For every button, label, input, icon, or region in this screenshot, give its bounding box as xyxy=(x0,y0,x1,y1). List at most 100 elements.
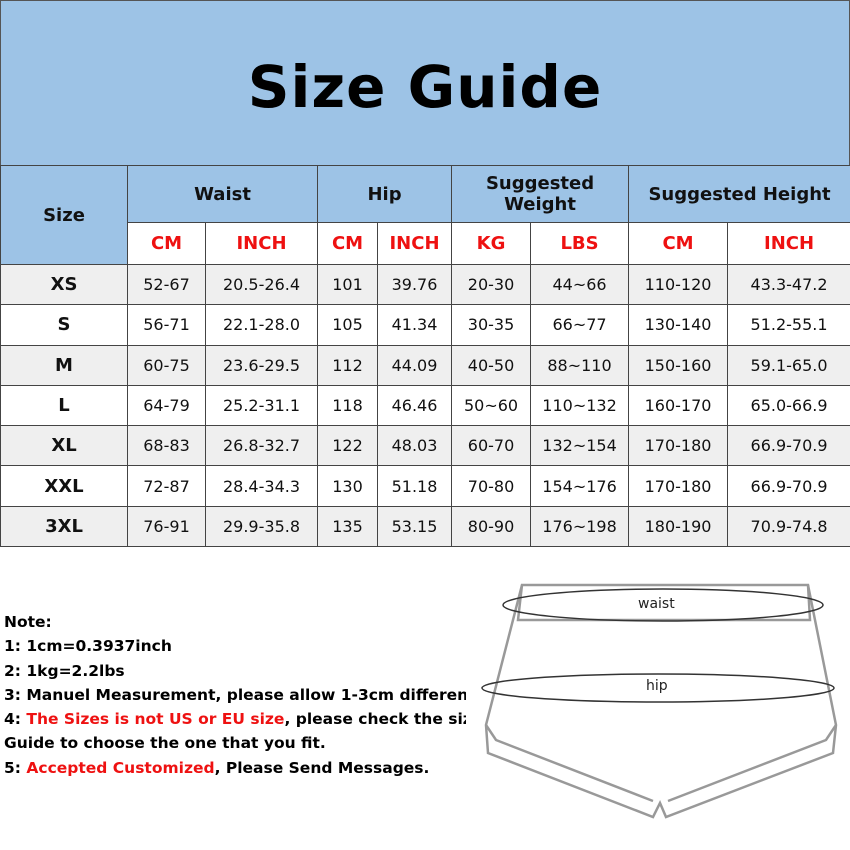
note-5-prefix: 5: xyxy=(4,758,27,777)
value-cell: 41.34 xyxy=(377,304,453,346)
size-cell: XL xyxy=(0,425,128,467)
value-cell: 170-180 xyxy=(628,425,729,467)
size-cell: XS xyxy=(0,263,128,306)
group-header: Hip xyxy=(317,165,453,223)
value-cell: 65.0-66.9 xyxy=(727,384,850,427)
value-cell: 72-87 xyxy=(127,465,206,507)
table-row: XS 52-67 20.5-26.4 101 39.76 20-30 44~66 110-12… xyxy=(0,263,850,306)
size-header: Size xyxy=(0,165,128,265)
value-cell: 60-70 xyxy=(451,425,532,467)
value-cell: 44.09 xyxy=(377,344,453,386)
unit-header: KG xyxy=(451,222,532,265)
unit-header: CM xyxy=(628,222,729,265)
value-cell: 29.9-35.8 xyxy=(204,505,319,548)
note-2: 2: 1kg=2.2lbs xyxy=(4,661,125,680)
value-cell: 122 xyxy=(317,425,379,467)
value-cell: 112 xyxy=(317,344,379,386)
value-cell: 39.76 xyxy=(377,263,453,306)
note-4-highlight: The Sizes is not US or EU size xyxy=(26,710,285,729)
value-cell: 46.46 xyxy=(377,384,453,427)
table-row: S 56-71 22.1-28.0 105 41.34 30-35 66~77 130-140… xyxy=(0,304,850,346)
note-5-highlight: Accepted Customized xyxy=(26,758,215,777)
value-cell: 64-79 xyxy=(127,384,206,427)
value-cell: 160-170 xyxy=(628,384,729,427)
note-5: 5: Accepted Customized, Please Send Mess… xyxy=(4,756,466,780)
note-4: 4: The Sizes is not US or EU size, pleas… xyxy=(4,707,466,731)
waist-measure-line xyxy=(502,588,824,622)
size-cell: 3XL xyxy=(0,505,128,548)
group-header: Suggested Weight xyxy=(451,165,630,223)
table-row: XXL 72-87 28.4-34.3 130 51.18 70-80 154~176 170… xyxy=(0,465,850,507)
value-cell: 110~132 xyxy=(530,384,630,427)
table-row: XL 68-83 26.8-32.7 122 48.03 60-70 132~154 170-… xyxy=(0,425,850,467)
value-cell: 20.5-26.4 xyxy=(204,263,319,306)
waist-label: waist xyxy=(638,596,675,612)
note-4-continued: Guide to choose the one that you fit. xyxy=(4,734,326,753)
shorts-diagram: waist hip xyxy=(481,583,838,819)
hip-measure-line xyxy=(481,673,835,703)
value-cell: 70.9-74.8 xyxy=(727,505,850,548)
size-cell: L xyxy=(0,384,128,427)
value-cell: 135 xyxy=(317,505,379,548)
note-5-rest: , Please Send Messages. xyxy=(214,758,430,777)
unit-header: INCH xyxy=(727,222,850,265)
value-cell: 80-90 xyxy=(451,505,532,548)
value-cell: 101 xyxy=(317,263,379,306)
size-table: Size Waist Hip Suggested Weight Suggeste… xyxy=(0,165,850,548)
value-cell: 59.1-65.0 xyxy=(727,344,850,386)
hip-label: hip xyxy=(646,678,668,694)
notes-heading: Note: xyxy=(4,613,52,631)
value-cell: 22.1-28.0 xyxy=(204,304,319,346)
value-cell: 130 xyxy=(317,465,379,507)
note-3: 3: Manuel Measurement, please allow 1-3c… xyxy=(4,685,466,704)
size-cell: M xyxy=(0,344,128,386)
value-cell: 56-71 xyxy=(127,304,206,346)
size-cell: XXL xyxy=(0,465,128,507)
value-cell: 48.03 xyxy=(377,425,453,467)
value-cell: 51.18 xyxy=(377,465,453,507)
group-header: Waist xyxy=(126,165,319,223)
value-cell: 118 xyxy=(317,384,379,427)
value-cell: 43.3-47.2 xyxy=(727,263,850,306)
value-cell: 53.15 xyxy=(377,505,453,548)
value-cell: 170-180 xyxy=(628,465,729,507)
value-cell: 105 xyxy=(317,304,379,346)
value-cell: 50~60 xyxy=(451,384,532,427)
value-cell: 110-120 xyxy=(628,263,729,306)
size-cell: S xyxy=(0,304,128,346)
group-header: Suggested Height xyxy=(628,165,850,223)
value-cell: 176~198 xyxy=(530,505,630,548)
note-4-rest: , please check the size xyxy=(284,710,466,729)
unit-header: LBS xyxy=(530,222,630,265)
value-cell: 154~176 xyxy=(530,465,630,507)
unit-header: INCH xyxy=(377,222,453,265)
value-cell: 30-35 xyxy=(451,304,532,346)
value-cell: 20-30 xyxy=(451,263,532,306)
value-cell: 88~110 xyxy=(530,344,630,386)
unit-header: INCH xyxy=(204,222,319,265)
value-cell: 25.2-31.1 xyxy=(204,384,319,427)
value-cell: 60-75 xyxy=(127,344,206,386)
note-1: 1: 1cm=0.3937inch xyxy=(4,637,172,656)
value-cell: 66.9-70.9 xyxy=(727,465,850,507)
value-cell: 44~66 xyxy=(530,263,630,306)
value-cell: 150-160 xyxy=(628,344,729,386)
table-row: M 60-75 23.6-29.5 112 44.09 40-50 88~110 150-16… xyxy=(0,344,850,386)
value-cell: 76-91 xyxy=(127,505,206,548)
value-cell: 51.2-55.1 xyxy=(727,304,850,346)
value-cell: 130-140 xyxy=(628,304,729,346)
value-cell: 40-50 xyxy=(451,344,532,386)
table-row: 3XL 76-91 29.9-35.8 135 53.15 80-90 176~198 180… xyxy=(0,505,850,548)
title-band: Size Guide xyxy=(0,0,850,166)
value-cell: 52-67 xyxy=(127,263,206,306)
value-cell: 28.4-34.3 xyxy=(204,465,319,507)
unit-header: CM xyxy=(127,222,206,265)
shorts-outline xyxy=(484,583,838,819)
value-cell: 66~77 xyxy=(530,304,630,346)
value-cell: 26.8-32.7 xyxy=(204,425,319,467)
notes: Note: 1: 1cm=0.3937inch 2: 1kg=2.2lbs 3:… xyxy=(4,610,466,780)
value-cell: 132~154 xyxy=(530,425,630,467)
value-cell: 180-190 xyxy=(628,505,729,548)
page-title: Size Guide xyxy=(247,53,603,121)
table-row: L 64-79 25.2-31.1 118 46.46 50~60 110~132 160-1… xyxy=(0,384,850,427)
